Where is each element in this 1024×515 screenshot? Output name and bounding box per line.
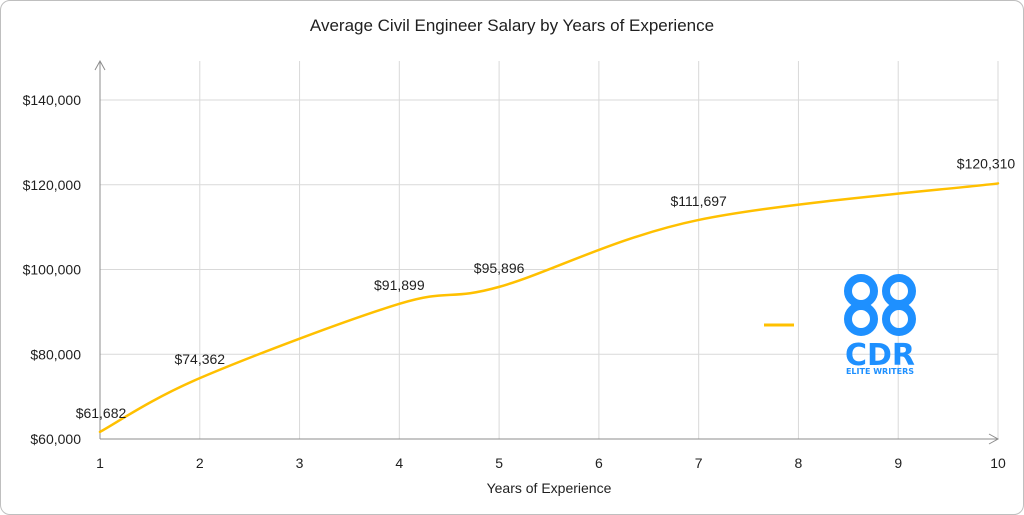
data-label-layer: $61,682 $74,362 $91,899 $95,896 $111,697 $120…	[76, 155, 1016, 420]
x-tick-label: 7	[695, 455, 703, 471]
y-tick-label: $60,000	[30, 431, 81, 447]
y-tick-label: $100,000	[23, 262, 82, 278]
x-tick-label: 4	[395, 455, 403, 471]
x-tick-label: 3	[296, 455, 304, 471]
series-layer	[98, 182, 1000, 434]
series-line	[98, 182, 1000, 434]
data-label: $120,310	[957, 155, 1016, 171]
y-axis-arrow	[94, 59, 106, 71]
y-tick-label: $120,000	[23, 177, 82, 193]
axis-layer: 1 2 3 4 5 6 7 8 9 10 $60,000 $80,000 $100,000 $120,00…	[23, 59, 1006, 471]
logo-subtext: ELITE WRITERS	[846, 367, 914, 376]
y-tick-label: $140,000	[23, 92, 82, 108]
chart-title: Average Civil Engineer Salary by Years o…	[310, 16, 714, 35]
data-label: $61,682	[76, 405, 127, 421]
data-label: $95,896	[474, 260, 525, 276]
data-label: $74,362	[174, 351, 225, 367]
x-tick-label: 6	[595, 455, 603, 471]
grid-layer	[100, 61, 999, 439]
x-axis-label: Years of Experience	[487, 480, 612, 496]
x-tick-label: 10	[990, 455, 1006, 471]
logo-text: CDR	[845, 338, 915, 373]
x-tick-label: 2	[196, 455, 204, 471]
data-label: $91,899	[374, 277, 425, 293]
x-tick-label: 9	[894, 455, 902, 471]
data-label: $111,697	[671, 193, 728, 209]
x-tick-label: 1	[96, 455, 104, 471]
x-axis-arrow	[988, 433, 1000, 445]
x-tick-label: 5	[495, 455, 503, 471]
cdr-logo: CDR ELITE WRITERS	[844, 274, 916, 376]
x-tick-label: 8	[795, 455, 803, 471]
y-tick-label: $80,000	[30, 346, 81, 362]
